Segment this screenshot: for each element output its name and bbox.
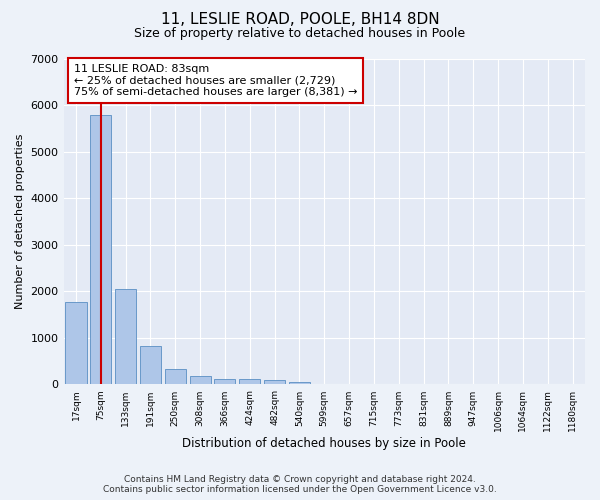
Bar: [90, 115, 112, 384]
Bar: [214, 379, 235, 384]
X-axis label: Distribution of detached houses by size in Poole: Distribution of detached houses by size …: [182, 437, 466, 450]
Bar: [115, 288, 136, 384]
Text: 11 LESLIE ROAD: 83sqm
← 25% of detached houses are smaller (2,729)
75% of semi-d: 11 LESLIE ROAD: 83sqm ← 25% of detached …: [74, 64, 358, 97]
Bar: [165, 368, 186, 384]
Text: 11, LESLIE ROAD, POOLE, BH14 8DN: 11, LESLIE ROAD, POOLE, BH14 8DN: [161, 12, 439, 28]
Bar: [190, 376, 211, 384]
Bar: [65, 302, 86, 384]
Text: Contains HM Land Registry data © Crown copyright and database right 2024.
Contai: Contains HM Land Registry data © Crown c…: [103, 474, 497, 494]
Bar: [289, 382, 310, 384]
Bar: [264, 380, 285, 384]
Text: Size of property relative to detached houses in Poole: Size of property relative to detached ho…: [134, 28, 466, 40]
Y-axis label: Number of detached properties: Number of detached properties: [15, 134, 25, 310]
Bar: [239, 380, 260, 384]
Bar: [140, 346, 161, 385]
